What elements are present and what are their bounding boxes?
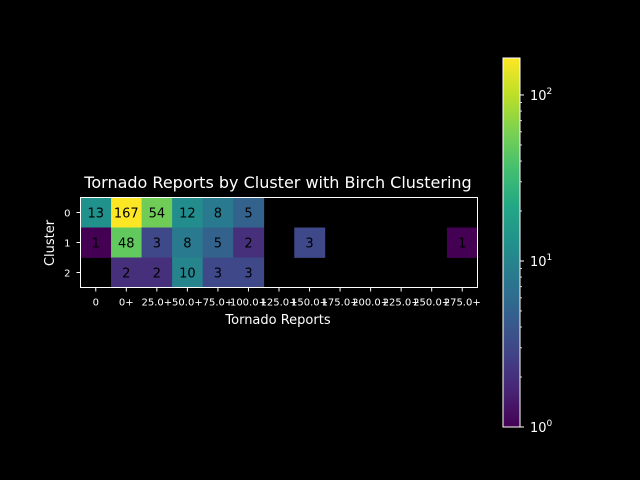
cell-value-label: 3 xyxy=(214,267,222,282)
cell-value-label: 48 xyxy=(118,237,135,252)
heatmap-cell xyxy=(202,197,234,228)
cell-value-label: 3 xyxy=(305,237,313,252)
heatmap-cell xyxy=(294,227,326,258)
heatmap-cell xyxy=(111,227,142,258)
y-axis-ticks: 0 1 2 xyxy=(64,209,81,280)
cell-value-label: 1 xyxy=(458,237,466,252)
cell-value-label: 8 xyxy=(214,207,222,222)
heatmap-cell xyxy=(202,227,234,258)
heatmap-cell xyxy=(80,197,112,228)
x-tick-label: 200.0+ xyxy=(352,298,389,309)
heatmap-cell xyxy=(111,197,142,228)
heatmap-cell xyxy=(141,227,173,258)
heatmap-cell xyxy=(172,257,204,288)
cell-value-label: 10 xyxy=(179,267,196,282)
x-tick-label: 225.0+ xyxy=(383,298,420,309)
cell-value-label: 2 xyxy=(122,267,130,282)
heatmap-cell xyxy=(172,227,204,258)
colorbar-tick-label: 101 xyxy=(530,253,552,270)
x-axis-label: Tornado Reports xyxy=(224,313,330,328)
heatmap-cell xyxy=(233,257,265,288)
heatmap-cell xyxy=(172,197,204,228)
y-tick-label: 1 xyxy=(64,239,70,250)
cell-value-label: 3 xyxy=(153,237,161,252)
cell-value-label: 8 xyxy=(183,237,191,252)
x-tick-label: 25.0+ xyxy=(142,298,173,309)
colorbar-ticks: 100 101 102 xyxy=(520,87,553,436)
x-tick-label: 125.0+ xyxy=(260,298,297,309)
y-axis-label: Cluster xyxy=(43,219,58,266)
cell-value-label: 12 xyxy=(179,207,196,222)
heatmap-cell xyxy=(80,227,112,258)
cell-value-label: 2 xyxy=(153,267,161,282)
heatmap-cell xyxy=(446,227,478,258)
heatmap-cell xyxy=(233,227,265,258)
cell-value-label: 1 xyxy=(92,237,100,252)
x-tick-label: 50.0+ xyxy=(172,298,203,309)
cell-value-label: 13 xyxy=(87,207,104,222)
cell-value-label: 167 xyxy=(114,207,139,222)
chart-title: Tornado Reports by Cluster with Birch Cl… xyxy=(83,173,471,192)
y-tick-label: 0 xyxy=(64,209,70,220)
x-tick-label: 0 xyxy=(93,298,99,309)
colorbar-tick-label: 102 xyxy=(530,87,552,104)
cell-value-label: 5 xyxy=(214,237,222,252)
heatmap-cell xyxy=(202,257,234,288)
heatmap-cells: 13 167 54 12 8 51 48 3 8 5 2 3 12 2 10 3 3 xyxy=(80,197,478,288)
x-tick-label: 275.0+ xyxy=(444,298,481,309)
cell-value-label: 5 xyxy=(244,207,252,222)
x-tick-label: 0+ xyxy=(119,298,134,309)
x-tick-label: 75.0+ xyxy=(203,298,234,309)
colorbar: 100 101 102 xyxy=(502,57,553,436)
heatmap-cell xyxy=(111,257,142,288)
cell-value-label: 54 xyxy=(149,207,166,222)
x-tick-label: 100.0+ xyxy=(230,298,267,309)
colorbar-tick-label: 100 xyxy=(530,419,553,436)
colorbar-frame xyxy=(502,57,521,428)
x-tick-label: 250.0+ xyxy=(413,298,450,309)
heatmap-cell xyxy=(233,197,265,228)
heatmap-cell xyxy=(141,257,173,288)
cell-value-label: 3 xyxy=(244,267,252,282)
x-tick-label: 175.0+ xyxy=(322,298,359,309)
x-axis-ticks: 0 0+ 25.0+ 50.0+ 75.0+100.0+125.0+150.0+175.… xyxy=(93,287,481,309)
y-tick-label: 2 xyxy=(64,269,70,280)
x-tick-label: 150.0+ xyxy=(291,298,328,309)
heatmap-cell xyxy=(141,197,173,228)
colorbar-gradient xyxy=(503,58,520,427)
cell-value-label: 2 xyxy=(244,237,252,252)
